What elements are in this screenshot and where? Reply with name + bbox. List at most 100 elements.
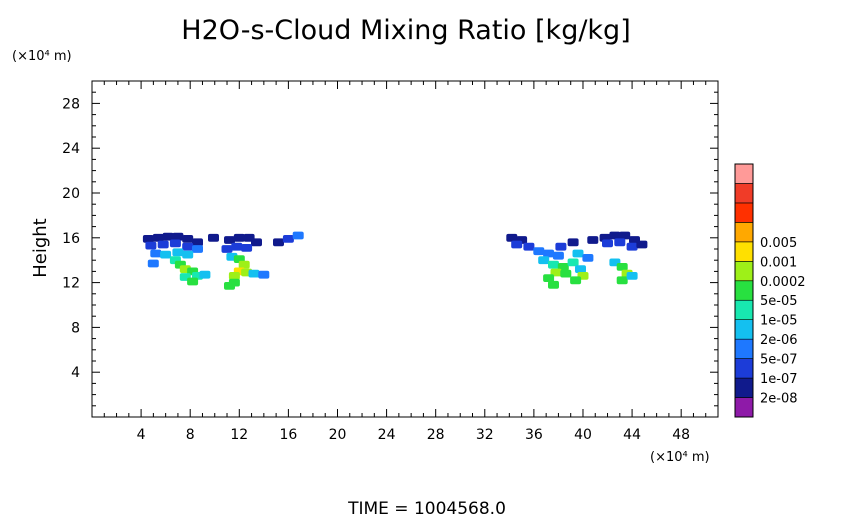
cloud-cell-30 <box>231 242 243 251</box>
cloud-cell-66 <box>567 238 579 247</box>
cloud-cell-51 <box>552 251 564 260</box>
cloud-cell-9 <box>182 242 194 251</box>
cloud-cell-23 <box>199 270 211 279</box>
plot-area <box>142 231 648 290</box>
colorbar-swatch-3 <box>734 338 754 359</box>
cloud-cell-12 <box>160 250 172 259</box>
cloud-cell-25 <box>224 236 235 244</box>
x-tick-label-28: 28 <box>427 427 445 443</box>
cloud-cell-0 <box>142 235 154 243</box>
y-tick-label-8: 8 <box>71 320 80 336</box>
cloud-cell-64 <box>570 276 582 285</box>
colorbar-swatch-9 <box>734 222 754 243</box>
cloud-cell-31 <box>241 244 253 252</box>
cloud-cell-53 <box>548 260 559 269</box>
cloud-cell-39 <box>224 282 235 290</box>
x-tick-label-48: 48 <box>672 427 690 443</box>
cloud-cell-54 <box>557 263 569 271</box>
cloud-cell-14 <box>182 250 194 259</box>
y-tick-label-4: 4 <box>71 365 80 381</box>
y-tick-label-12: 12 <box>62 276 80 292</box>
cloud-cell-22 <box>187 277 199 286</box>
cloud-cell-77 <box>616 263 628 271</box>
cloud-cell-43 <box>282 235 294 243</box>
colorbar-label-5: 5e-05 <box>760 294 798 309</box>
x-tick-label-12: 12 <box>230 427 248 443</box>
colorbar-swatch-11 <box>734 183 754 204</box>
cloud-cell-58 <box>548 280 559 289</box>
y-tick-label-16: 16 <box>62 231 80 247</box>
cloud-cell-80 <box>626 272 638 280</box>
cloud-cell-29 <box>221 245 233 253</box>
colorbar-label-6: 0.0002 <box>760 275 806 290</box>
cloud-cell-28 <box>251 238 262 247</box>
cloud-cell-8 <box>169 239 181 248</box>
time-footer: TIME = 1004568.0 <box>347 499 506 519</box>
cloud-cell-50 <box>543 249 555 258</box>
colorbar-swatch-12 <box>734 163 754 184</box>
cloud-cell-13 <box>172 248 184 257</box>
x-tick-label-32: 32 <box>476 427 494 443</box>
cloud-cell-45 <box>506 233 518 242</box>
cloud-cell-59 <box>567 258 579 267</box>
cloud-cell-73 <box>614 238 626 247</box>
colorbar-swatch-8 <box>734 241 754 262</box>
cloud-cell-24 <box>208 233 219 242</box>
colorbar-label-2: 5e-07 <box>760 353 798 368</box>
cloud-cell-60 <box>575 265 586 273</box>
cloud-cell-79 <box>616 276 628 285</box>
colorbar-swatch-4 <box>734 319 754 340</box>
y-axis-label: Height <box>30 218 51 278</box>
cloud-cell-70 <box>619 231 631 240</box>
x-tick-label-8: 8 <box>186 427 195 443</box>
cloud-cell-74 <box>626 242 638 251</box>
cloud-cell-42 <box>273 238 284 247</box>
colorbar-swatch-0 <box>734 397 754 418</box>
colorbar-label-1: 1e-07 <box>760 372 798 387</box>
cloud-cell-3 <box>172 232 184 241</box>
colorbar-label-4: 1e-05 <box>760 314 798 329</box>
colorbar-swatch-10 <box>734 202 754 223</box>
y-tick-label-20: 20 <box>62 186 80 202</box>
cloud-cell-26 <box>233 233 245 242</box>
cloud-cell-1 <box>152 233 164 242</box>
colorbar-swatch-6 <box>734 280 754 301</box>
cloud-cell-69 <box>609 231 621 240</box>
x-tick-label-36: 36 <box>525 427 543 443</box>
cloud-cell-41 <box>258 270 270 279</box>
y-axis-unit: (×10⁴ m) <box>12 49 72 64</box>
cloud-cell-56 <box>560 269 572 278</box>
cloud-cell-4 <box>182 235 194 243</box>
y-tick-label-24: 24 <box>62 141 80 157</box>
cloud-cell-75 <box>636 240 648 249</box>
x-tick-label-24: 24 <box>378 427 396 443</box>
cloud-cell-6 <box>145 241 157 250</box>
cloud-cell-55 <box>550 268 562 277</box>
x-tick-label-40: 40 <box>574 427 592 443</box>
cloud-cell-57 <box>543 274 555 282</box>
colorbar-label-3: 2e-06 <box>760 333 798 348</box>
colorbar: 2e-08 1e-07 5e-07 2e-06 1e-05 5e-05 0.0002 0.00… <box>734 163 806 418</box>
cloud-cell-11 <box>150 249 162 258</box>
cloud-cell-34 <box>238 260 250 269</box>
cloud-cell-49 <box>533 247 545 256</box>
cloud-cell-40 <box>248 269 260 278</box>
chart-title: H2O-s-Cloud Mixing Ratio [kg/kg] <box>181 15 630 46</box>
x-axis-unit: (×10⁴ m) <box>650 450 710 465</box>
x-tick-label-16: 16 <box>279 427 297 443</box>
cloud-cell-65 <box>555 242 567 251</box>
colorbar-label-7: 0.001 <box>760 255 797 270</box>
cloud-cell-36 <box>228 272 240 280</box>
colorbar-frame <box>734 163 754 418</box>
x-tick-label-44: 44 <box>623 427 641 443</box>
cloud-cell-44 <box>292 231 304 240</box>
cloud-cell-2 <box>162 232 174 241</box>
cloud-cell-67 <box>587 236 599 244</box>
colorbar-swatch-7 <box>734 261 754 282</box>
cloud-cell-48 <box>523 242 535 251</box>
colorbar-swatch-1 <box>734 377 754 398</box>
x-tick-label-4: 4 <box>137 427 146 443</box>
cloud-cell-52 <box>538 256 550 265</box>
